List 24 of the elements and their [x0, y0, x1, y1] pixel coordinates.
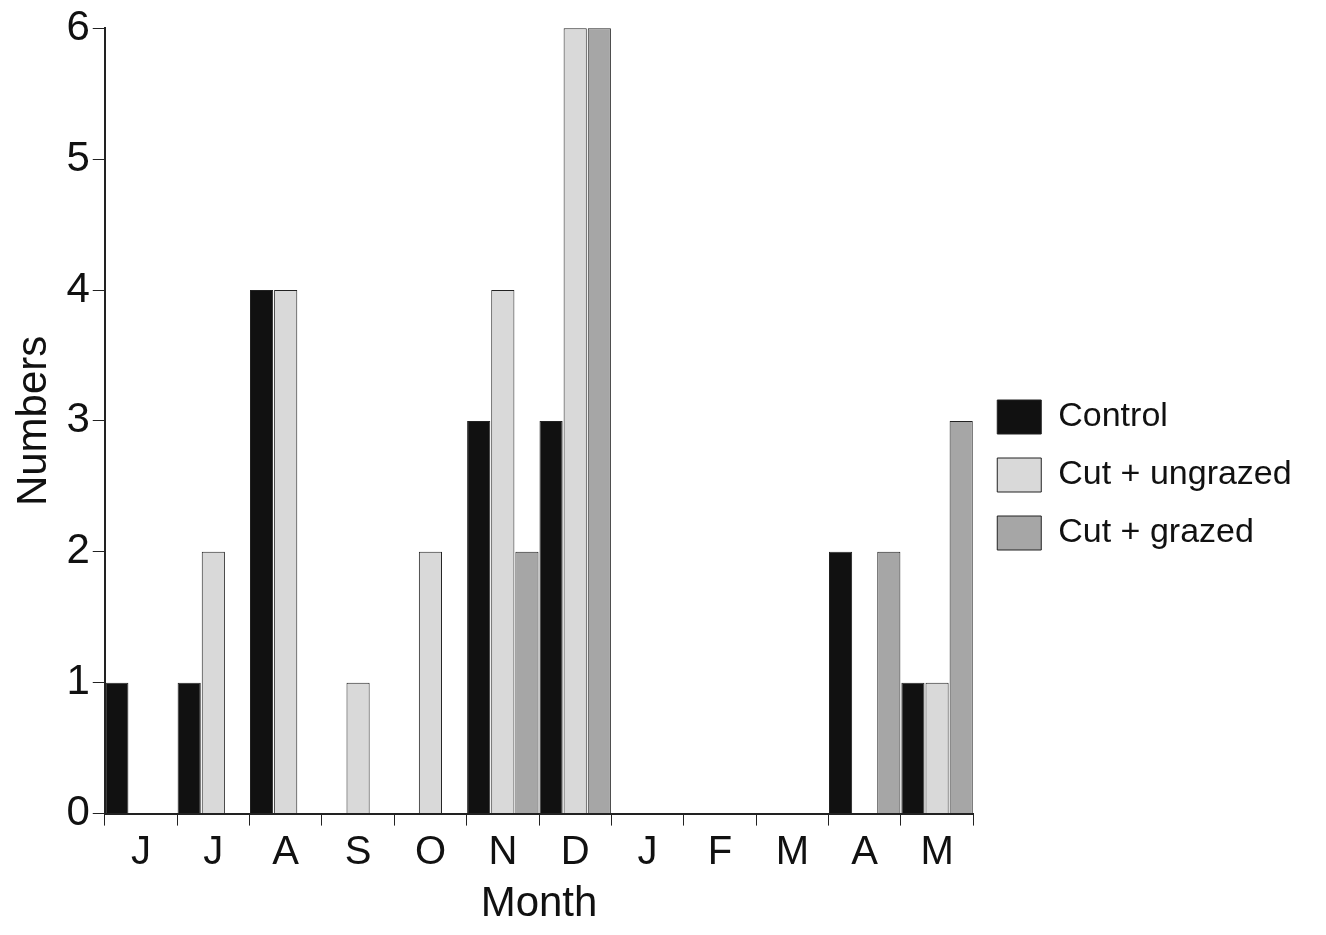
- x-tick-label: M: [775, 827, 809, 872]
- x-tick-label: S: [344, 827, 372, 872]
- x-axis-title: Month: [480, 878, 598, 926]
- y-tick-label: 5: [66, 132, 90, 180]
- y-tick-label: 1: [66, 656, 90, 704]
- legend-label: Cut + ungrazed: [1058, 453, 1292, 492]
- y-tick-label: 3: [66, 394, 90, 442]
- legend-label: Control: [1058, 395, 1168, 434]
- x-tick-label: D: [560, 827, 590, 872]
- x-tick-label: J: [130, 827, 151, 872]
- x-tick-label: J: [203, 827, 224, 872]
- x-tick-label: A: [851, 827, 879, 872]
- x-tick-label: N: [488, 827, 518, 872]
- x-tick-label: F: [707, 827, 733, 872]
- x-tick-label: O: [414, 827, 447, 872]
- x-tick-label: M: [920, 827, 954, 872]
- x-tick-label: A: [272, 827, 300, 872]
- x-tick-label: J: [637, 827, 658, 872]
- y-axis-title: Numbers: [7, 335, 55, 507]
- legend-label: Cut + grazed: [1058, 511, 1254, 550]
- y-tick-label: 6: [66, 1, 90, 49]
- y-tick-label: 0: [66, 787, 90, 835]
- y-tick-label: 2: [66, 525, 90, 573]
- y-tick-label: 4: [66, 263, 90, 311]
